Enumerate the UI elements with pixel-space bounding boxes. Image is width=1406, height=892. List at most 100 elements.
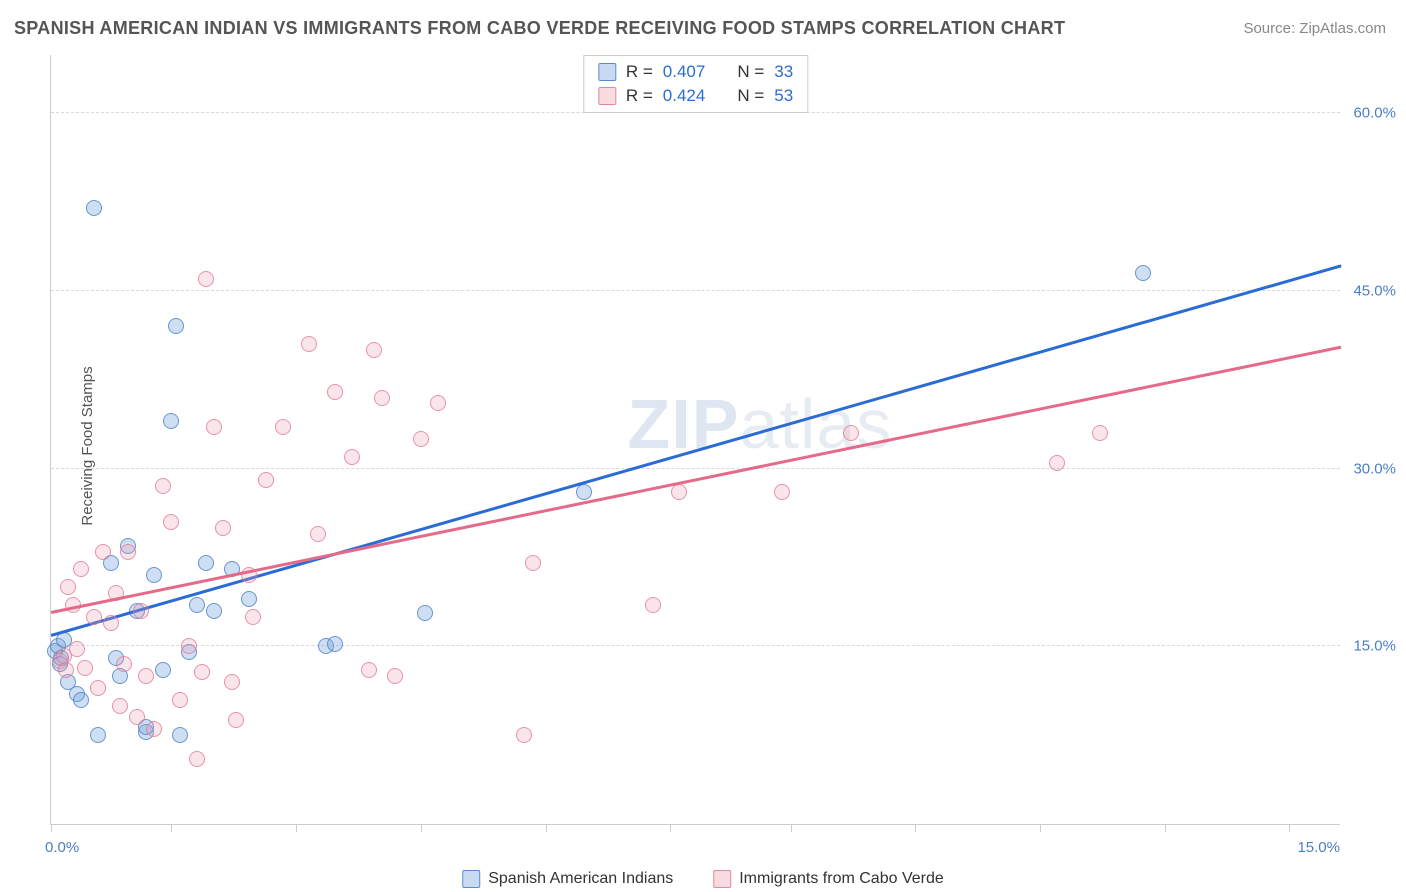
scatter-point bbox=[301, 336, 317, 352]
x-tick bbox=[1289, 824, 1290, 832]
x-tick bbox=[1040, 824, 1041, 832]
scatter-point bbox=[189, 751, 205, 767]
scatter-point bbox=[413, 431, 429, 447]
scatter-point bbox=[95, 544, 111, 560]
legend-label: Immigrants from Cabo Verde bbox=[739, 870, 944, 888]
scatter-point bbox=[194, 664, 210, 680]
scatter-point bbox=[241, 591, 257, 607]
n-value: 53 bbox=[774, 86, 793, 106]
scatter-point bbox=[374, 390, 390, 406]
watermark: ZIPatlas bbox=[628, 384, 893, 464]
scatter-point bbox=[576, 484, 592, 500]
gridline bbox=[51, 645, 1340, 646]
scatter-point bbox=[327, 384, 343, 400]
legend-item: Spanish American Indians bbox=[462, 870, 673, 888]
gridline bbox=[51, 468, 1340, 469]
scatter-point bbox=[103, 615, 119, 631]
scatter-point bbox=[138, 668, 154, 684]
scatter-point bbox=[245, 609, 261, 625]
x-axis-max-label: 15.0% bbox=[1297, 839, 1340, 856]
trend-line bbox=[51, 345, 1341, 613]
scatter-point bbox=[275, 419, 291, 435]
scatter-point bbox=[168, 318, 184, 334]
scatter-point bbox=[133, 603, 149, 619]
scatter-point bbox=[112, 698, 128, 714]
scatter-point bbox=[361, 662, 377, 678]
n-label: N = bbox=[737, 86, 764, 106]
scatter-point bbox=[430, 395, 446, 411]
r-value: 0.407 bbox=[663, 62, 706, 82]
x-axis-min-label: 0.0% bbox=[45, 839, 79, 856]
source-attribution: Source: ZipAtlas.com bbox=[1243, 20, 1386, 37]
y-tick-label: 45.0% bbox=[1353, 282, 1396, 299]
scatter-point bbox=[417, 605, 433, 621]
scatter-point bbox=[228, 712, 244, 728]
scatter-point bbox=[172, 727, 188, 743]
n-value: 33 bbox=[774, 62, 793, 82]
watermark-bold: ZIP bbox=[628, 385, 740, 463]
scatter-point bbox=[69, 641, 85, 657]
scatter-point bbox=[1092, 425, 1108, 441]
scatter-point bbox=[73, 561, 89, 577]
scatter-point bbox=[224, 674, 240, 690]
plot-area: ZIPatlas R =0.407N =33R =0.424N =53 0.0%… bbox=[50, 55, 1340, 825]
r-value: 0.424 bbox=[663, 86, 706, 106]
x-tick bbox=[296, 824, 297, 832]
scatter-point bbox=[163, 514, 179, 530]
scatter-point bbox=[1135, 265, 1151, 281]
x-tick bbox=[915, 824, 916, 832]
scatter-point bbox=[181, 638, 197, 654]
x-tick bbox=[670, 824, 671, 832]
scatter-point bbox=[172, 692, 188, 708]
legend-swatch bbox=[598, 63, 616, 81]
scatter-point bbox=[116, 656, 132, 672]
scatter-point bbox=[163, 413, 179, 429]
x-tick bbox=[546, 824, 547, 832]
scatter-point bbox=[73, 692, 89, 708]
scatter-point bbox=[774, 484, 790, 500]
scatter-point bbox=[387, 668, 403, 684]
scatter-point bbox=[120, 544, 136, 560]
x-tick bbox=[1165, 824, 1166, 832]
legend-swatch bbox=[713, 870, 731, 888]
correlation-legend: R = 0.407 N = 33 R = 0.424 N = 53 bbox=[583, 55, 808, 113]
r-label: R = bbox=[626, 86, 653, 106]
legend-swatch bbox=[598, 87, 616, 105]
n-label: N = bbox=[737, 62, 764, 82]
legend-item: Immigrants from Cabo Verde bbox=[713, 870, 944, 888]
chart-title: SPANISH AMERICAN INDIAN VS IMMIGRANTS FR… bbox=[14, 18, 1065, 39]
scatter-point bbox=[90, 680, 106, 696]
series-legend: Spanish American Indians Immigrants from … bbox=[462, 870, 944, 888]
scatter-point bbox=[258, 472, 274, 488]
scatter-point bbox=[206, 603, 222, 619]
scatter-point bbox=[843, 425, 859, 441]
scatter-point bbox=[327, 636, 343, 652]
scatter-point bbox=[86, 200, 102, 216]
scatter-point bbox=[198, 555, 214, 571]
scatter-point bbox=[129, 709, 145, 725]
y-tick-label: 30.0% bbox=[1353, 460, 1396, 477]
gridline bbox=[51, 290, 1340, 291]
r-label: R = bbox=[626, 62, 653, 82]
scatter-point bbox=[366, 342, 382, 358]
chart-container: SPANISH AMERICAN INDIAN VS IMMIGRANTS FR… bbox=[0, 0, 1406, 892]
scatter-point bbox=[189, 597, 205, 613]
x-tick bbox=[791, 824, 792, 832]
scatter-point bbox=[146, 567, 162, 583]
y-tick-label: 15.0% bbox=[1353, 638, 1396, 655]
watermark-light: atlas bbox=[739, 385, 892, 463]
y-tick-label: 60.0% bbox=[1353, 105, 1396, 122]
scatter-point bbox=[58, 662, 74, 678]
scatter-point bbox=[146, 721, 162, 737]
scatter-point bbox=[206, 419, 222, 435]
scatter-point bbox=[86, 609, 102, 625]
scatter-point bbox=[1049, 455, 1065, 471]
scatter-point bbox=[671, 484, 687, 500]
x-tick bbox=[171, 824, 172, 832]
scatter-point bbox=[198, 271, 214, 287]
scatter-point bbox=[645, 597, 661, 613]
scatter-point bbox=[77, 660, 93, 676]
legend-row: R = 0.407 N = 33 bbox=[598, 60, 793, 84]
scatter-point bbox=[516, 727, 532, 743]
x-tick bbox=[421, 824, 422, 832]
